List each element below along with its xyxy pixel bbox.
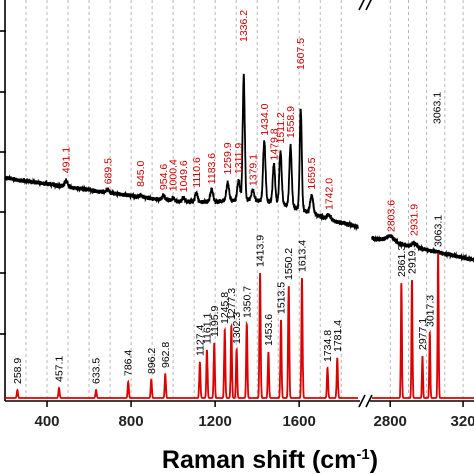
red-peak-label: 896.2 (146, 348, 158, 374)
red-peak-label: 1245.8 (219, 292, 231, 324)
red-peak-label: 1302.3 (231, 312, 243, 344)
x-tick-label: 320 (451, 413, 474, 430)
gridlines (25, 0, 464, 401)
red-peak-label: 1350.7 (241, 286, 253, 318)
black-peak-label: 1379.1 (247, 154, 259, 186)
axis-break-mark (358, 394, 366, 408)
red-spectrum-segment1 (5, 273, 358, 399)
red-peak-label: 2977.1 (417, 318, 429, 350)
red-peak-label: 1453.6 (263, 314, 275, 346)
black-peak-label: 1311.9 (233, 143, 245, 174)
red-peak-label: 1195.9 (209, 306, 221, 337)
x-axis-title: Raman shift (cm-1) (162, 446, 378, 474)
red-peak-label: 1734.8 (322, 330, 334, 362)
x-tick-label: 2800 (374, 413, 407, 430)
black-spectrum-segment2 (371, 234, 474, 263)
black-peak-label: 1110.6 (191, 157, 203, 188)
red-peak-label: 786.4 (123, 350, 135, 376)
red-peak-label: 3063.1 (433, 215, 445, 247)
red-peak-label: 3017.3 (424, 295, 436, 327)
axis-frame (0, 0, 474, 408)
x-tick-label: 1200 (198, 413, 231, 430)
black-peak-label: 689.5 (102, 158, 114, 184)
red-peak-label: 2919.5 (407, 242, 419, 274)
black-peak-label: 1511.2 (275, 112, 287, 143)
black-spectrum-segment1 (4, 73, 359, 232)
red-peak-label: 633.5 (91, 358, 103, 384)
red-peak-label: 457.1 (54, 356, 66, 382)
black-peak-label: 1479.8 (268, 128, 280, 160)
black-peak-label: 1558.9 (285, 106, 297, 138)
red-peak-label: 1127.4 (194, 325, 206, 356)
red-peak-label: 1513.5 (276, 282, 288, 314)
red-peak-label: 258.9 (12, 358, 24, 384)
black-peak-label: 2803.6 (385, 200, 397, 232)
axis-break-mark (365, 394, 373, 408)
black-peak-label: 1607.5 (295, 38, 307, 70)
series-layer (4, 73, 474, 399)
black-peak-label: 1000.4 (168, 159, 180, 191)
black-peak-label: 2931.9 (409, 204, 421, 236)
black-peak-label: 1336.2 (238, 10, 250, 42)
x-tick-label: 400 (35, 413, 60, 430)
red-peak-label: 1781.4 (332, 320, 344, 352)
x-ticks: 400 800 1200 1600 2800 320 (35, 401, 474, 430)
axis-break-mark (365, 0, 372, 11)
x-tick-label: 800 (119, 413, 144, 430)
red-peak-label: 2861.3 (396, 245, 408, 277)
red-peak-label: 1550.2 (283, 248, 295, 280)
black-peak-label: 3063.1 (432, 92, 444, 124)
black-peak-label: 954.6 (158, 164, 170, 190)
black-peak-label: 1742.0 (324, 178, 336, 210)
x-tick-label: 1600 (282, 413, 315, 430)
red-peak-label: 1277.3 (226, 288, 238, 320)
red-peak-label: 962.8 (160, 342, 172, 368)
red-peak-label: 1613.4 (297, 240, 309, 272)
black-peak-label: 1259.9 (222, 142, 234, 174)
axis-break-mark (358, 0, 365, 11)
black-peak-label: 845.0 (135, 160, 147, 186)
black-peak-label: 491.1 (61, 147, 73, 173)
red-peak-label: 1161.1 (201, 313, 213, 344)
black-peak-label: 1659.5 (306, 157, 318, 189)
black-peak-label: 1049.6 (178, 160, 190, 192)
black-peak-label: 1183.6 (206, 153, 218, 184)
black-peak-label: 1434.0 (259, 103, 271, 135)
red-spectrum-segment2 (372, 253, 474, 399)
red-peak-label: 1413.9 (255, 235, 267, 267)
